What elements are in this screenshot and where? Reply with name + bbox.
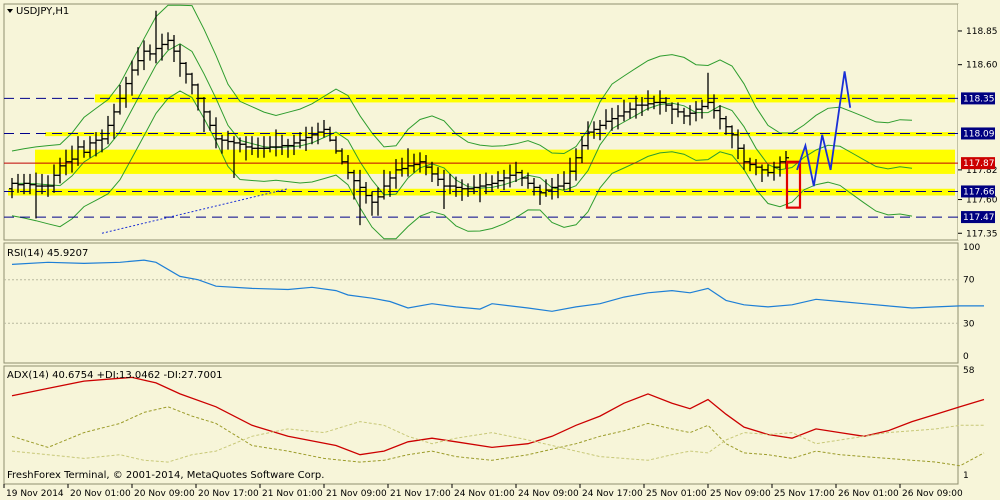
price-tick-label: 118.60 [966,61,998,71]
rsi-series [11,259,984,312]
adx-tick-labels: 58 1 [963,366,975,481]
time-tick-label: 25 Nov 01:00 [646,489,707,499]
price-tick-label: 118.85 [966,27,998,37]
rsi-levels [4,279,958,324]
price-tick-label: 117.82 [966,166,998,176]
projection-line [796,71,852,187]
price-label-box [961,185,995,198]
adx-title: ADX(14) 40.6754 +DI:13.0462 -DI:27.7001 [7,370,223,381]
price-label-text: 117.47 [963,213,995,223]
time-tick-label: 25 Nov 09:00 [710,489,771,499]
price-axis [958,4,1000,240]
time-tick-label: 26 Nov 01:00 [838,489,899,499]
copyright-text: FreshForex Terminal, © 2001-2014, MetaQu… [7,470,324,481]
time-tick-label: 24 Nov 17:00 [582,489,643,499]
price-level-labels: 118.35 118.09 117.87 117.66 117.47 [961,92,995,224]
adx-series-adx [11,376,985,456]
forecast-projection [796,71,852,187]
adx-lines [11,376,985,467]
time-tick-label: 21 Nov 01:00 [262,489,323,499]
price-label-text: 117.87 [963,159,995,169]
time-tick-label: 19 Nov 2014 [6,489,64,499]
time-tick-label: 21 Nov 09:00 [326,489,387,499]
lower-zone [8,188,955,196]
time-tick-label: 25 Nov 17:00 [774,489,835,499]
time-tick-label: 24 Nov 01:00 [454,489,515,499]
adx-panel[interactable] [3,365,959,485]
price-label-box [961,127,995,140]
highlight-box [785,160,802,209]
price-label-text: 117.66 [963,187,995,197]
time-tick-label: 20 Nov 17:00 [198,489,259,499]
price-label-text: 118.09 [963,129,995,139]
time-tick-label: 24 Nov 09:00 [518,489,579,499]
rsi-tick-label: 70 [963,276,975,286]
price-label-text: 118.35 [963,94,995,104]
adx-series-di [11,421,984,463]
price-tick-labels: 118.85 118.60 117.82 117.60 117.35 [958,27,998,239]
time-tick-label: 20 Nov 01:00 [70,489,131,499]
rsi-tick-label: 100 [963,243,980,253]
rsi-tick-label: 30 [963,319,975,329]
ohlc-bars [9,10,802,226]
rsi-tick-label: 0 [963,352,969,362]
symbol-title: USDJPY,H1 [16,6,69,17]
price-label-box [961,157,995,170]
rsi-title: RSI(14) 45.9207 [7,248,88,259]
upper-band [11,4,913,155]
price-panel[interactable] [3,3,959,241]
price-tick-label: 117.35 [966,229,998,239]
collapse-arrow-icon[interactable] [7,9,13,13]
time-tick-label: 21 Nov 17:00 [390,489,451,499]
time-tick-label: 26 Nov 09:00 [902,489,963,499]
rsi-tick-labels: 100 70 30 0 [963,243,980,362]
price-label-box [961,92,995,105]
lower-band [11,90,913,240]
middle-thin-zone [45,132,955,137]
time-tick-label: 20 Nov 09:00 [134,489,195,499]
price-label-box [961,211,995,224]
time-axis: 19 Nov 2014 20 Nov 01:00 20 Nov 09:00 20 No… [3,484,963,499]
price-tick-label: 117.60 [966,196,998,206]
rsi-line [11,259,984,312]
adx-tick-label: 58 [963,366,975,376]
adx-tick-label: 1 [963,471,969,481]
